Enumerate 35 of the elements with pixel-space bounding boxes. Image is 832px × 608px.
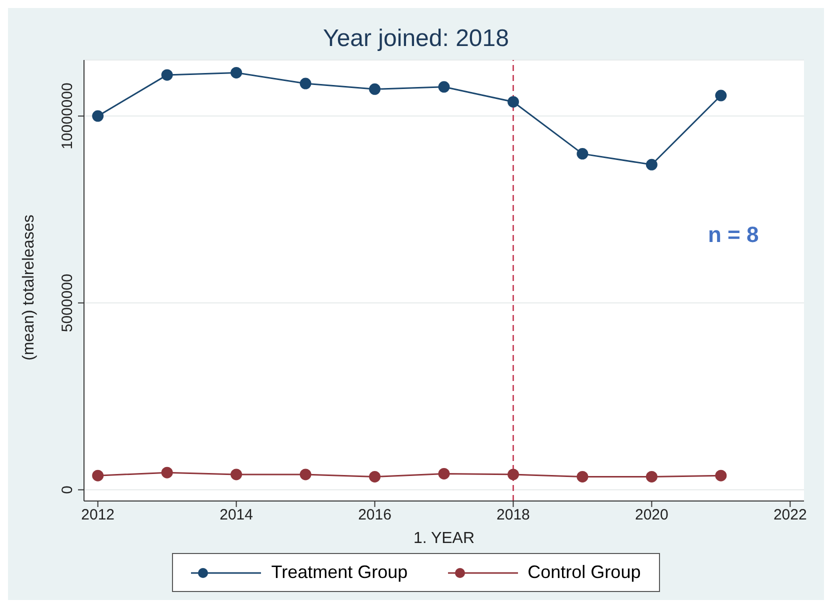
annotation: n = 8 — [708, 222, 759, 248]
legend-label: Treatment Group — [271, 562, 408, 583]
x-tick-label: 2016 — [358, 506, 392, 524]
point — [715, 90, 727, 102]
x-tick-label: 2014 — [220, 506, 253, 524]
x-tick-label: 2022 — [773, 506, 807, 524]
point — [715, 470, 727, 482]
point — [576, 148, 588, 160]
point — [92, 110, 104, 122]
point — [646, 470, 658, 482]
point — [507, 468, 519, 480]
point — [161, 466, 173, 478]
legend-label: Control Group — [528, 562, 641, 583]
point — [369, 83, 381, 95]
point — [369, 470, 381, 482]
y-tick-label: 10000000 — [59, 82, 76, 150]
x-axis-title: 1. YEAR — [413, 530, 475, 547]
point — [646, 158, 658, 170]
point — [161, 69, 173, 81]
y-axis-title: (mean) totalreleases — [20, 214, 38, 360]
x-tick-label: 2018 — [496, 506, 530, 524]
point — [576, 470, 588, 482]
point — [438, 468, 450, 480]
point — [300, 78, 312, 90]
point — [92, 470, 104, 482]
y-tick-label: 0 — [59, 486, 76, 494]
y-tick-label: 5000000 — [59, 274, 76, 332]
x-tick-label: 2020 — [635, 506, 668, 524]
point — [300, 468, 312, 480]
point — [438, 81, 450, 93]
x-tick-label: 2012 — [81, 506, 115, 524]
point — [230, 66, 242, 78]
point — [507, 96, 519, 108]
chart-title: Year joined: 2018 — [323, 25, 509, 52]
point — [230, 468, 242, 480]
